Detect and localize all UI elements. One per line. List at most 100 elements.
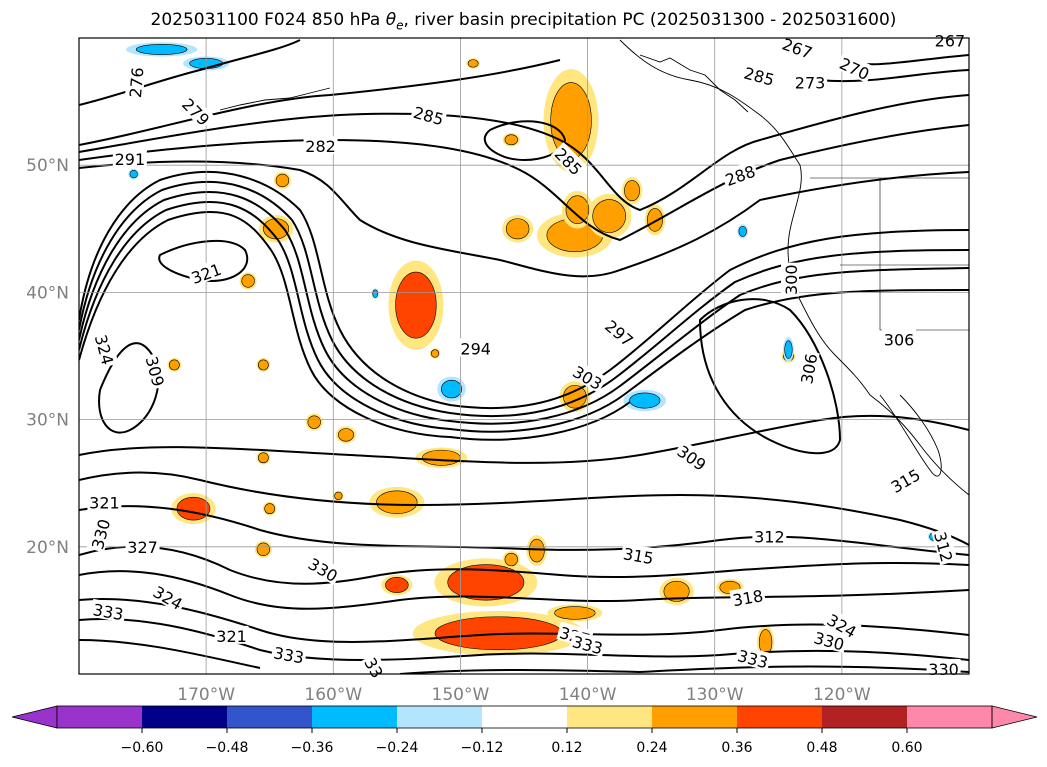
colorbar-segment [397, 706, 482, 728]
colorbar-tick-label: 0.60 [891, 740, 922, 756]
contour-label: 330 [928, 660, 959, 679]
contour-line [158, 239, 249, 282]
baja-california [879, 394, 942, 477]
contour-label-bg [143, 352, 170, 390]
contour-label-group: 267 [932, 30, 967, 51]
colorbar-tick-label: 0.36 [721, 740, 752, 756]
contour-line [79, 94, 969, 212]
contour-label-bg [885, 463, 925, 497]
contour-label-group: 318 [729, 584, 766, 610]
precip-patch [663, 580, 690, 602]
contour-label-bg [569, 630, 607, 657]
lon-tick-label: 140°W [559, 685, 617, 705]
contour-label-bg [303, 136, 338, 155]
contour-line [79, 181, 969, 418]
precip-patch [554, 606, 596, 620]
contour-label: 306 [884, 330, 915, 349]
contour-line [79, 39, 301, 106]
contour-label-bg [673, 439, 712, 475]
contour-label-bg [568, 360, 608, 394]
contour-label-bg [178, 92, 216, 130]
precip-patch [334, 491, 343, 501]
contour-line [79, 598, 969, 643]
precip-patch [338, 428, 354, 442]
contour-label: 321 [216, 627, 247, 646]
contour-label-bg [823, 608, 862, 642]
contour-label-bg [601, 314, 639, 351]
state-border [810, 177, 969, 331]
contour-label-bg [304, 552, 343, 586]
colorbar-segment [312, 706, 397, 728]
contour-label-bg [740, 62, 779, 89]
contour-line [79, 414, 969, 464]
neg-precip-patch [441, 379, 463, 399]
contour-line [79, 211, 631, 441]
contour-line [79, 171, 969, 410]
precip-patch [264, 503, 276, 515]
contour-label-bg [926, 658, 961, 677]
contour-label-bg [931, 527, 958, 566]
contour-label-bg [720, 160, 759, 189]
contour-label-group: 333 [90, 598, 127, 624]
contour-label-bg [87, 492, 122, 511]
contour-label-group: 324 [91, 330, 119, 369]
contour-label-bg [214, 625, 249, 644]
neg-precip-patch [784, 340, 793, 359]
colorbar-segment [652, 706, 737, 728]
contour-line [698, 298, 842, 455]
contour-label-bg [882, 329, 917, 348]
title-prefix: 2025031100 F024 850 hPa [150, 10, 386, 30]
contour-label-group: 312 [752, 526, 787, 547]
contour-label-bg [186, 258, 225, 287]
colorbar: −0.60 −0.48 −0.36 −0.24 −0.12 0.12 0.24 0.36 0.4… [11, 705, 1038, 756]
colorbar-segment [567, 706, 652, 728]
contour-label-group: 333 [270, 642, 308, 667]
precip-patch [430, 349, 440, 358]
precip-patch [504, 552, 518, 567]
contour-line [79, 59, 561, 146]
contour-label-bg [92, 330, 119, 369]
contour-label-bg [795, 350, 820, 387]
contour-label: 267 [935, 32, 966, 51]
precip-core [391, 581, 403, 589]
contour-label: 282 [305, 137, 336, 156]
lat-tick-label: 40°N [26, 283, 69, 303]
contour-line [483, 120, 567, 161]
precip-patch [257, 359, 269, 371]
colorbar-tick-label: −0.48 [206, 740, 249, 756]
contour-label-bg [90, 598, 127, 623]
contour-label-group: 282 [303, 136, 338, 156]
precip-patch [257, 452, 269, 464]
coastline [219, 39, 969, 496]
contour-line [98, 342, 160, 434]
contour-label-group: 300 [781, 262, 801, 297]
chart-title: 2025031100 F024 850 hPa θe, river basin … [0, 10, 1047, 32]
lon-tick-label: 170°W [177, 685, 235, 705]
colorbar-tick-label: −0.12 [461, 740, 504, 756]
contour-label-group: 309 [142, 352, 170, 390]
precip-patch [592, 199, 627, 233]
neg-precip-patch [129, 169, 138, 179]
neg-precip-patch [738, 225, 747, 237]
lon-tick-label: 150°W [432, 685, 490, 705]
contour-line [79, 124, 969, 242]
colorbar-tick-label: 0.48 [806, 740, 837, 756]
precip-patch [256, 542, 271, 557]
contour-label: 321 [89, 493, 120, 512]
precip-patch [647, 208, 663, 232]
contour-label-bg [458, 338, 493, 357]
contour-label-bg [125, 536, 160, 555]
title-suffix: , river basin precipitation PC (20250313… [403, 10, 897, 30]
neg-precip-patch [135, 44, 188, 55]
colorbar-segment [227, 706, 312, 728]
contour-label-bg [620, 542, 657, 567]
contour-label-group: 321 [214, 625, 249, 646]
contour-label: 291 [115, 150, 146, 169]
contour-label-bg [734, 644, 772, 671]
colorbar-extend-low [11, 705, 58, 729]
contour-label-group: 315 [620, 542, 657, 568]
contour-label-bg [835, 52, 875, 83]
colorbar-frame [56, 705, 993, 729]
lon-tick-label: 160°W [304, 685, 362, 705]
title-theta: θ [385, 10, 397, 30]
